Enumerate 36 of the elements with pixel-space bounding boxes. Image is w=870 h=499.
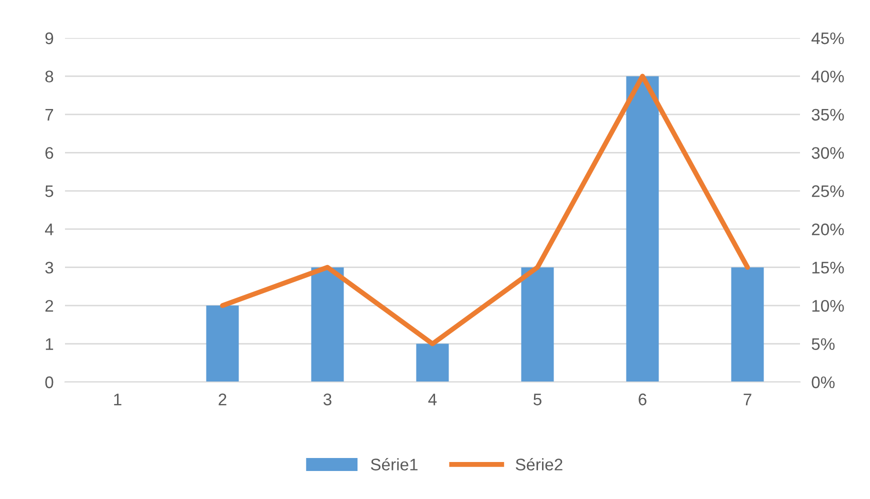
y-tick-label: 8 <box>45 70 54 82</box>
y2-tick-label: 0% <box>812 376 835 388</box>
y-tick-label: 9 <box>45 32 54 44</box>
x-tick-label: 5 <box>534 394 542 406</box>
y-tick-label: 7 <box>45 109 54 120</box>
y-tick-label: 1 <box>46 338 54 350</box>
bar <box>416 344 449 382</box>
y2-tick-label: 15% <box>812 262 844 274</box>
legend-label: Série2 <box>516 458 562 470</box>
line-series <box>220 74 750 346</box>
x-tick-label: 1 <box>114 394 122 406</box>
y2-tick-label: 20% <box>812 224 844 236</box>
y-tick-label: 5 <box>45 185 54 198</box>
y2-tick-label: 10% <box>812 300 844 312</box>
x-tick-label: 4 <box>428 394 437 406</box>
y2-tick-label: 5% <box>812 338 835 350</box>
legend-label: Série1 <box>370 458 418 470</box>
y2-tick-label: 25% <box>812 185 844 198</box>
bar <box>626 76 659 382</box>
x-tick-label: 3 <box>324 394 332 406</box>
y2-tick-label: 30% <box>812 147 844 159</box>
x-tick-label: 2 <box>218 394 226 406</box>
y-tick-label: 0 <box>45 376 54 388</box>
y2-tick-label: 45% <box>811 32 844 44</box>
y-tick-label: 4 <box>45 224 54 236</box>
y2-tick-label: 40% <box>811 70 844 82</box>
x-tick-label: 6 <box>638 394 646 406</box>
bar <box>521 267 554 382</box>
y-tick-label: 2 <box>45 300 54 312</box>
y-tick-label: 6 <box>45 147 54 159</box>
bar <box>731 267 764 382</box>
x-tick-label: 7 <box>744 394 752 406</box>
bar <box>206 306 239 382</box>
y-tick-label: 3 <box>45 262 54 274</box>
y2-tick-label: 35% <box>812 108 844 121</box>
bar <box>311 267 344 382</box>
